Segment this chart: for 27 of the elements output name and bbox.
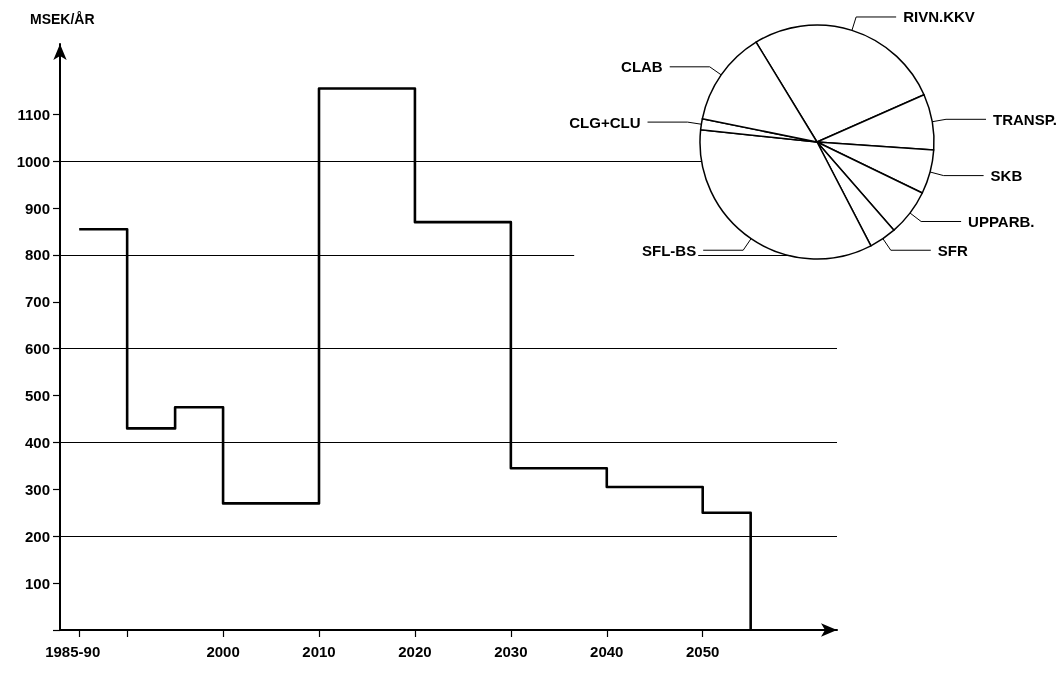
y-tick-label: 1000 [16,152,50,170]
y-tick-label: 600 [24,340,50,358]
y-tick-label: 700 [24,293,50,311]
slice-label: UPPARB. [968,212,1035,230]
y-tick-label: 900 [24,199,50,217]
text: 1985-90 [45,643,101,660]
y-tick-label: 1100 [17,105,50,123]
slice-label: SFR [937,241,968,259]
y-tick-label: 800 [24,246,50,264]
y-tick-label: 300 [24,480,50,498]
y-axis-title: MSEK/ÅR [30,11,95,27]
slice-label: SFL-BS [642,241,697,259]
x-tick-label: 2030 [494,643,528,660]
y-tick-label: 100 [24,574,50,592]
slice-label: RIVN.KKV [903,8,975,26]
slice-label: SKB [990,167,1023,185]
x-tick-label: 2050 [686,643,720,660]
x-tick-label: 2010 [302,643,336,660]
slice-label: CLAB [621,58,663,76]
slice-label: TRANSP. [993,110,1057,128]
y-tick-label: 200 [24,527,50,545]
y-tick-label: 500 [24,387,50,405]
x-tick-label: 2000 [206,643,240,660]
x-tick-label: 2040 [590,643,624,660]
slice-label: CLG+CLU [569,113,641,131]
y-tick-label: 400 [24,433,50,451]
x-tick-label: 2020 [398,643,432,660]
